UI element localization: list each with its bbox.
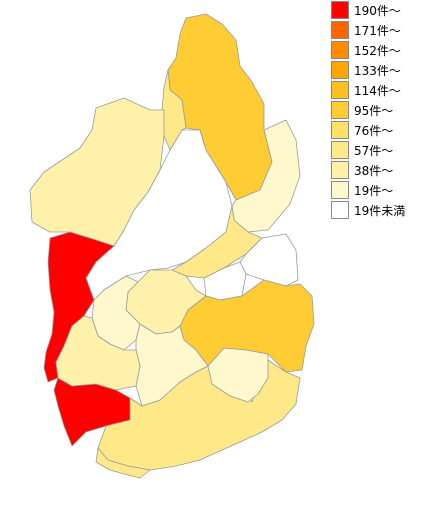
- legend-item: 171件～: [331, 20, 405, 40]
- region-central-small-c[interactable]: [55, 315, 141, 391]
- legend-label: 19件未満: [354, 203, 406, 218]
- legend-item: 38件～: [331, 160, 405, 180]
- legend-swatch: [331, 201, 349, 219]
- legend-label: 95件～: [354, 103, 394, 118]
- region-south-big[interactable]: [95, 447, 151, 479]
- legend-swatch: [331, 181, 349, 199]
- region-south-inner[interactable]: [207, 347, 269, 403]
- legend-label: 171件～: [354, 23, 401, 38]
- legend-swatch: [331, 81, 349, 99]
- legend: 190件～ 171件～ 152件～ 133件～ 114件～ 95件～ 76件～ 57件～ 38件…: [331, 0, 405, 220]
- legend-swatch: [331, 161, 349, 179]
- legend-swatch: [331, 61, 349, 79]
- legend-label: 133件～: [354, 63, 401, 78]
- legend-label: 38件～: [354, 163, 394, 178]
- legend-label: 76件～: [354, 123, 394, 138]
- legend-label: 152件～: [354, 43, 401, 58]
- legend-item: 133件～: [331, 60, 405, 80]
- legend-item: 19件未満: [331, 200, 405, 220]
- legend-swatch: [331, 21, 349, 39]
- legend-swatch: [331, 121, 349, 139]
- legend-label: 57件～: [354, 143, 394, 158]
- legend-label: 190件～: [354, 3, 401, 18]
- legend-item: 190件～: [331, 0, 405, 20]
- legend-item: 76件～: [331, 120, 405, 140]
- legend-swatch: [331, 41, 349, 59]
- legend-swatch: [331, 141, 349, 159]
- legend-swatch: [331, 101, 349, 119]
- legend-item: 19件～: [331, 180, 405, 200]
- legend-item: 95件～: [331, 100, 405, 120]
- legend-label: 19件～: [354, 183, 394, 198]
- legend-swatch: [331, 1, 349, 19]
- legend-label: 114件～: [354, 83, 401, 98]
- choropleth-map: [29, 13, 315, 479]
- region-north-central[interactable]: [161, 69, 187, 151]
- legend-item: 152件～: [331, 40, 405, 60]
- legend-item: 114件～: [331, 80, 405, 100]
- legend-item: 57件～: [331, 140, 405, 160]
